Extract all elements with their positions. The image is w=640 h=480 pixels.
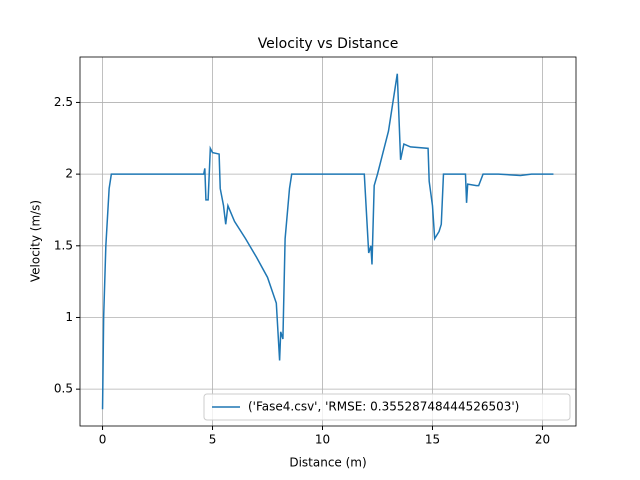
legend-box [203,393,571,421]
x-tick-label: 10 [315,433,330,447]
x-axis-label: Distance (m) [289,456,366,470]
x-tick-label: 5 [209,433,217,447]
x-tick-label: 0 [99,433,107,447]
line-series [101,73,554,410]
y-tick-label: 1 [65,310,73,324]
y-tick-label: 2.5 [54,95,73,109]
legend: ('Fase4.csv', 'RMSE: 0.35528748444526503… [203,393,571,421]
x-tick-label: 15 [425,433,440,447]
plot-frame [79,56,577,427]
x-tick-label: 20 [535,433,550,447]
y-tick-label: 0.5 [54,382,73,396]
y-axis-label: Velocity (m/s) [29,200,43,282]
chart-title: Velocity vs Distance [258,36,399,52]
y-tick-label: 2 [65,167,73,181]
legend-label: ('Fase4.csv', 'RMSE: 0.35528748444526503… [248,400,519,414]
y-tick-label: 1.5 [54,238,73,252]
